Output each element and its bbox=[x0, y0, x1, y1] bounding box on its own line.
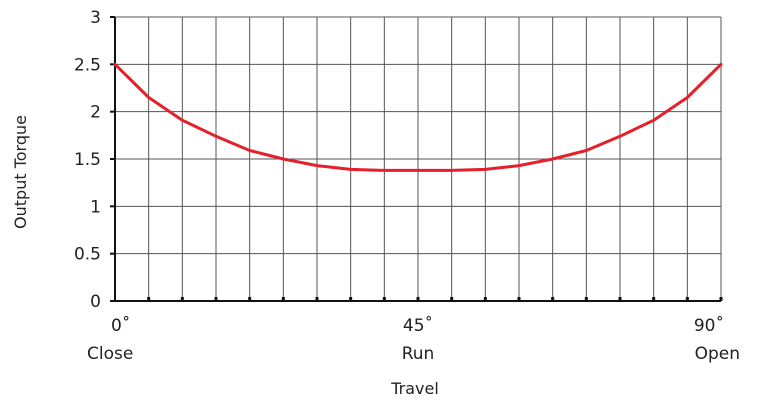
x-tick-sublabel: Run bbox=[402, 344, 435, 364]
series-line bbox=[113, 62, 723, 172]
grid bbox=[115, 16, 722, 301]
y-axis-title: Output Torque bbox=[11, 115, 30, 229]
y-tick-label: 3 bbox=[90, 8, 101, 28]
y-tick-label: 0.5 bbox=[74, 245, 101, 265]
series-group bbox=[113, 62, 723, 172]
x-tick-label: 0˚ bbox=[111, 315, 130, 336]
y-tick-label: 1 bbox=[90, 197, 101, 217]
x-tick-sublabel: Open bbox=[695, 344, 740, 364]
y-tick-label: 1.5 bbox=[74, 150, 101, 170]
y-tick-label: 2 bbox=[90, 103, 101, 123]
x-tick-label: 45˚ bbox=[403, 315, 433, 336]
x-tick-sublabel: Close bbox=[87, 344, 133, 364]
y-tick-label: 0 bbox=[90, 292, 101, 312]
x-tick-label: 90˚ bbox=[694, 315, 724, 336]
y-axis-ticks: 0 0.5 1 1.5 2 2.5 3 bbox=[74, 8, 115, 312]
x-axis-ticks: 0˚ Close 45˚ Run 90˚ Open bbox=[87, 315, 740, 364]
y-tick-label: 2.5 bbox=[74, 55, 101, 75]
x-axis-title: Travel bbox=[390, 379, 439, 398]
